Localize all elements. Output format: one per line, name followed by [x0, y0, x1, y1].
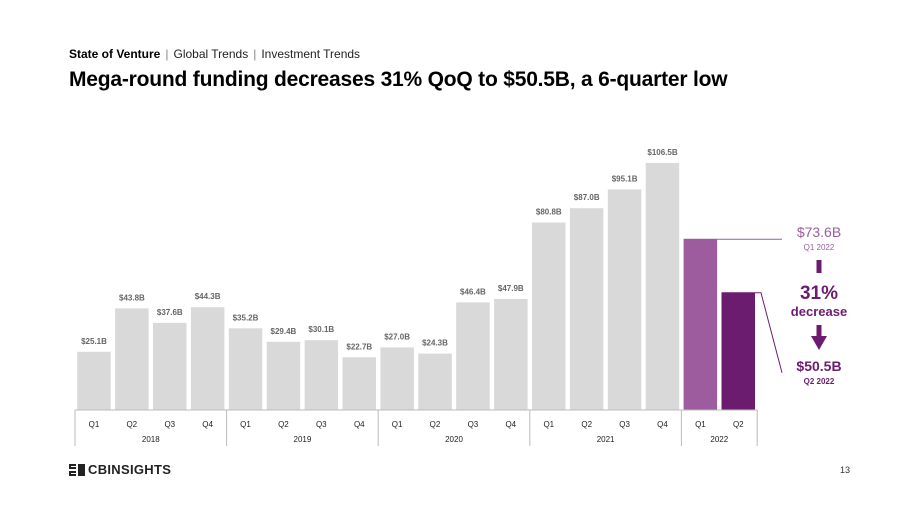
bar-q1-2022 — [683, 239, 718, 410]
x-tick-label: Q3 — [316, 420, 327, 429]
bar-q2-2022 — [721, 292, 755, 410]
data-label: $25.1B — [81, 337, 107, 346]
data-label: $106.5B — [647, 148, 677, 157]
x-tick-label: Q2 — [430, 420, 441, 429]
breadcrumb-section: State of Venture — [69, 47, 161, 61]
bar-q4-2019 — [342, 357, 376, 410]
x-tick-label: Q1 — [240, 420, 251, 429]
bar-q2-2021 — [569, 208, 604, 410]
bar-q1-2020 — [380, 347, 414, 410]
change-percent-label: 31% — [800, 283, 838, 304]
data-label: $87.0B — [574, 193, 600, 202]
arrow-down-icon — [811, 336, 827, 350]
curr-period-label: Q2 2022 — [804, 377, 835, 386]
arrow-shaft-top — [816, 260, 822, 273]
x-tick-label: Q4 — [202, 420, 213, 429]
x-tick-label: Q2 — [581, 420, 592, 429]
breadcrumb-global-trends: Global Trends — [173, 47, 249, 61]
data-label: $44.3B — [195, 292, 221, 301]
change-word-label: decrease — [791, 304, 847, 319]
data-label: $27.0B — [384, 332, 410, 341]
bar-q3-2020 — [456, 302, 490, 410]
bar-q1-2019 — [228, 328, 263, 410]
page-title: Mega-round funding decreases 31% QoQ to … — [69, 68, 728, 91]
x-tick-label: Q1 — [392, 420, 403, 429]
bar-q3-2021 — [607, 189, 642, 410]
x-tick-label: Q3 — [164, 420, 175, 429]
year-label-2020: 2020 — [445, 435, 463, 444]
bar-q3-2018 — [153, 322, 187, 410]
breadcrumb: State of Venture | Global Trends | Investmen… — [69, 47, 360, 61]
curr-value-label: $50.5B — [796, 358, 841, 374]
breadcrumb-separator: | — [165, 47, 169, 61]
logo-text: CBINSIGHTS — [88, 462, 172, 477]
x-tick-label: Q1 — [89, 420, 100, 429]
x-tick-label: Q2 — [733, 420, 744, 429]
bar-q2-2019 — [266, 341, 301, 410]
prev-value-label: $73.6B — [797, 224, 841, 240]
x-tick-label: Q4 — [354, 420, 365, 429]
data-label: $43.8B — [119, 293, 145, 302]
data-label: $30.1B — [308, 325, 334, 334]
x-tick-label: Q4 — [657, 420, 668, 429]
year-label-2019: 2019 — [294, 435, 312, 444]
x-tick-label: Q2 — [278, 420, 289, 429]
data-label: $80.8B — [536, 208, 562, 217]
data-label: $29.4B — [271, 327, 297, 336]
x-tick-label: Q4 — [505, 420, 516, 429]
curr-leader-line — [721, 292, 783, 373]
bar-q3-2019 — [304, 340, 339, 410]
cb-insights-logo: CBINSIGHTS — [69, 462, 171, 477]
data-label: $24.3B — [422, 339, 448, 348]
bar-q4-2021 — [645, 162, 680, 410]
breadcrumb-separator: | — [253, 47, 257, 61]
data-label: $46.4B — [460, 287, 486, 296]
data-label: $35.2B — [233, 313, 259, 322]
data-label: $47.9B — [498, 284, 524, 293]
breadcrumb-investment-trends: Investment Trends — [261, 47, 361, 61]
data-label: $95.1B — [612, 174, 638, 183]
bar-q1-2021 — [532, 222, 566, 410]
x-tick-label: Q1 — [695, 420, 706, 429]
x-tick-label: Q3 — [468, 420, 479, 429]
page-number: 13 — [839, 465, 850, 475]
bar-q2-2020 — [418, 353, 452, 410]
x-tick-label: Q3 — [619, 420, 630, 429]
data-label: $37.6B — [157, 308, 183, 317]
year-label-2022: 2022 — [710, 435, 728, 444]
bar-q2-2018 — [115, 308, 149, 410]
cb-logo-icon — [69, 463, 85, 476]
x-tick-label: Q2 — [126, 420, 137, 429]
year-label-2021: 2021 — [597, 435, 615, 444]
arrow-shaft-bottom — [816, 325, 822, 337]
bar-q1-2018 — [77, 351, 111, 410]
x-tick-label: Q1 — [543, 420, 554, 429]
prev-period-label: Q1 2022 — [804, 243, 835, 252]
data-label: $22.7B — [346, 342, 372, 351]
year-label-2018: 2018 — [142, 435, 160, 444]
bar-q4-2018 — [190, 307, 225, 410]
bar-q4-2020 — [494, 298, 528, 410]
